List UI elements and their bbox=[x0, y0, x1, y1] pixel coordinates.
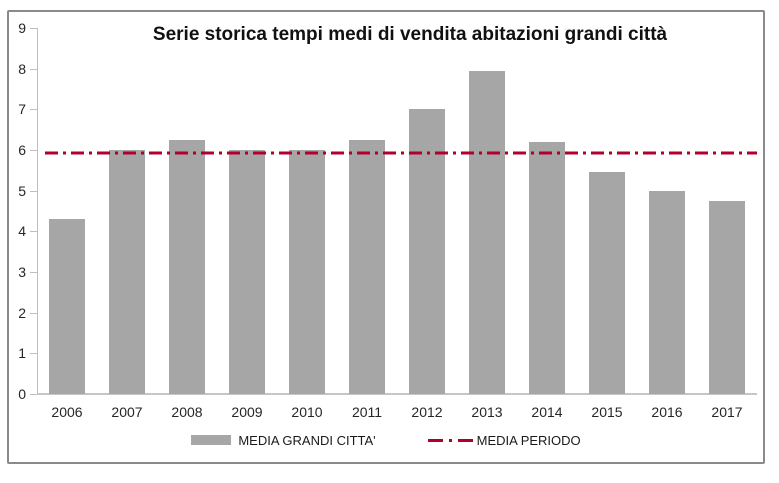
x-tick-label-2006: 2006 bbox=[51, 404, 83, 420]
x-tick-label-2009: 2009 bbox=[231, 404, 263, 420]
x-tick-label-2015: 2015 bbox=[591, 404, 623, 420]
chart-title: Serie storica tempi medi di vendita abit… bbox=[152, 24, 668, 45]
x-axis-line bbox=[37, 393, 757, 395]
y-tick-mark bbox=[30, 28, 37, 29]
bar-2014 bbox=[529, 142, 565, 394]
legend-item-media-grandi-citta: MEDIA GRANDI CITTA' bbox=[191, 432, 376, 448]
bar-2017 bbox=[709, 201, 745, 394]
y-tick-label: 6 bbox=[18, 142, 26, 158]
bar-2016 bbox=[649, 191, 685, 394]
y-tick-label: 8 bbox=[18, 61, 26, 77]
y-tick-label: 4 bbox=[18, 223, 26, 239]
y-axis-line bbox=[37, 28, 38, 394]
x-tick-label-2011: 2011 bbox=[351, 404, 383, 420]
y-tick-label: 5 bbox=[18, 183, 26, 199]
y-tick-label: 0 bbox=[18, 386, 26, 402]
x-tick-label-2008: 2008 bbox=[171, 404, 203, 420]
legend-label-media-grandi-citta: MEDIA GRANDI CITTA' bbox=[238, 432, 376, 448]
y-tick-label: 2 bbox=[18, 305, 26, 321]
y-tick-label: 7 bbox=[18, 101, 26, 117]
bar-2008 bbox=[169, 140, 205, 394]
y-tick-mark bbox=[30, 191, 37, 192]
y-tick-mark bbox=[30, 353, 37, 354]
x-tick-label-2010: 2010 bbox=[291, 404, 323, 420]
y-tick-mark bbox=[30, 69, 37, 70]
legend-item-media-periodo: MEDIA PERIODO bbox=[427, 432, 581, 448]
bar-2012 bbox=[409, 109, 445, 394]
y-tick-mark bbox=[30, 109, 37, 110]
x-tick-label-2013: 2013 bbox=[471, 404, 503, 420]
bar-series-swatch-icon bbox=[191, 435, 232, 445]
y-tick-mark bbox=[30, 313, 37, 314]
y-tick-label: 3 bbox=[18, 264, 26, 280]
bar-2009 bbox=[229, 150, 265, 394]
y-tick-mark bbox=[30, 394, 37, 395]
bar-2010 bbox=[289, 150, 325, 394]
y-tick-mark bbox=[30, 150, 37, 151]
dash-dot-line-swatch-icon bbox=[427, 438, 473, 442]
bar-2015 bbox=[589, 172, 625, 394]
y-tick-label: 9 bbox=[18, 20, 26, 36]
y-tick-mark bbox=[30, 272, 37, 273]
legend: MEDIA GRANDI CITTA' MEDIA PERIODO bbox=[7, 431, 765, 449]
y-tick-mark bbox=[30, 231, 37, 232]
bar-2007 bbox=[109, 150, 145, 394]
x-tick-label-2007: 2007 bbox=[111, 404, 143, 420]
x-tick-label-2012: 2012 bbox=[411, 404, 443, 420]
x-tick-label-2014: 2014 bbox=[531, 404, 563, 420]
x-tick-label-2017: 2017 bbox=[711, 404, 743, 420]
x-tick-label-2016: 2016 bbox=[651, 404, 683, 420]
bar-2013 bbox=[469, 71, 505, 394]
bar-2011 bbox=[349, 140, 385, 394]
legend-label-media-periodo: MEDIA PERIODO bbox=[476, 432, 581, 448]
bar-2006 bbox=[49, 219, 85, 394]
y-tick-label: 1 bbox=[18, 345, 26, 361]
